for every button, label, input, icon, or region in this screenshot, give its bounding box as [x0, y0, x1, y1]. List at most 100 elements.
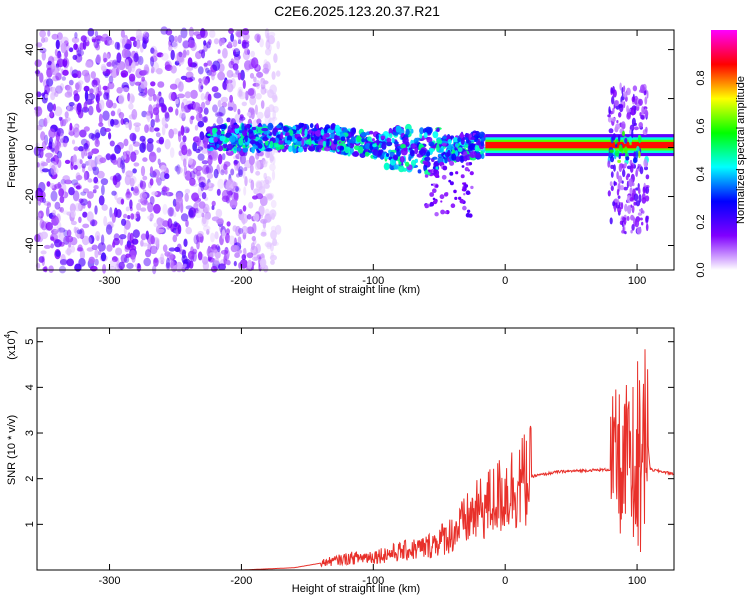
- noise-mark: [56, 32, 63, 40]
- noise-mark: [241, 101, 247, 107]
- noise-mark: [181, 102, 185, 112]
- band-mark: [402, 167, 407, 172]
- band-tail-mark: [458, 196, 462, 200]
- noise-mark: [63, 118, 68, 124]
- band-mark: [457, 137, 462, 142]
- noise-mark: [122, 87, 129, 93]
- noise-mark: [142, 139, 146, 150]
- noise-mark: [56, 127, 64, 137]
- band-mark: [257, 126, 264, 134]
- burst-mark: [622, 226, 625, 234]
- band-mark: [408, 155, 412, 162]
- colorbar-tick-label: 0.2: [695, 214, 707, 229]
- burst-mark: [614, 140, 617, 145]
- band-mark: [453, 137, 459, 143]
- noise-mark: [46, 202, 52, 208]
- noise-mark: [104, 72, 109, 78]
- noise-mark: [232, 63, 239, 71]
- noise-mark: [197, 153, 205, 161]
- noise-mark: [268, 31, 276, 38]
- band-tail-mark: [427, 169, 431, 172]
- noise-mark: [132, 238, 139, 245]
- band-tail-mark: [435, 184, 439, 188]
- noise-mark: [216, 112, 224, 117]
- noise-mark: [145, 112, 152, 120]
- burst-mark: [633, 188, 636, 195]
- noise-mark: [128, 119, 132, 131]
- band-mark: [463, 151, 468, 156]
- burst-mark: [614, 150, 620, 157]
- noise-mark: [203, 78, 209, 86]
- burst-mark: [627, 205, 632, 214]
- burst-mark: [638, 194, 642, 203]
- noise-mark: [211, 248, 218, 254]
- band-mark: [459, 155, 465, 163]
- band-mark: [340, 136, 346, 142]
- noise-mark: [166, 257, 170, 269]
- noise-mark: [183, 171, 187, 177]
- burst-mark: [643, 158, 648, 168]
- burst-mark: [613, 164, 616, 172]
- burst-mark: [615, 123, 621, 130]
- noise-mark: [140, 69, 148, 75]
- noise-mark: [120, 118, 125, 125]
- noise-mark: [187, 57, 193, 67]
- noise-mark: [59, 196, 65, 204]
- noise-mark: [200, 28, 206, 38]
- noise-mark: [241, 41, 250, 49]
- spectrogram-y-label: Frequency (Hz): [6, 112, 18, 188]
- noise-mark: [195, 200, 200, 206]
- noise-mark: [52, 103, 57, 112]
- noise-mark: [210, 232, 215, 243]
- band-mark: [476, 140, 481, 146]
- noise-mark: [233, 159, 239, 165]
- band-mark: [233, 147, 237, 151]
- band-mark: [291, 144, 295, 153]
- noise-mark: [238, 166, 244, 176]
- noise-mark: [76, 174, 83, 181]
- noise-mark: [207, 154, 213, 166]
- noise-mark: [178, 131, 182, 143]
- noise-mark: [215, 208, 223, 218]
- band-mark: [455, 156, 461, 163]
- noise-mark: [210, 265, 218, 273]
- colorbar-tick-label: 0.8: [695, 70, 707, 85]
- noise-mark: [47, 30, 51, 37]
- colorbar-ticks: 0.0 0.2 0.4 0.6 0.8: [695, 70, 707, 277]
- burst-mark: [623, 91, 628, 98]
- band-tail-mark: [432, 183, 436, 187]
- burst-mark: [645, 223, 649, 232]
- noise-mark: [218, 263, 226, 271]
- band-mark: [400, 144, 406, 149]
- band-mark: [322, 140, 326, 147]
- burst-mark: [629, 164, 634, 173]
- noise-mark: [127, 232, 132, 243]
- noise-mark: [109, 207, 113, 218]
- band-tail-mark: [440, 200, 443, 203]
- burst-mark: [631, 224, 635, 231]
- noise-mark: [269, 254, 277, 261]
- burst-mark: [633, 193, 639, 202]
- noise-mark: [109, 140, 115, 147]
- noise-mark: [226, 69, 234, 78]
- band-mark: [320, 129, 325, 136]
- noise-mark: [266, 32, 270, 43]
- noise-mark: [252, 195, 258, 200]
- noise-mark: [174, 98, 179, 105]
- noise-mark: [99, 157, 107, 164]
- noise-mark: [269, 152, 274, 164]
- band-mark: [244, 135, 248, 143]
- noise-mark: [270, 259, 275, 265]
- noise-mark: [263, 63, 269, 70]
- noise-mark: [189, 170, 196, 179]
- noise-mark: [135, 211, 140, 218]
- noise-mark: [227, 106, 234, 111]
- noise-mark: [208, 69, 217, 77]
- noise-mark: [186, 66, 194, 71]
- noise-mark: [237, 249, 242, 254]
- noise-mark: [110, 110, 116, 117]
- noise-mark: [205, 164, 214, 175]
- noise-mark: [161, 117, 167, 127]
- noise-mark: [109, 259, 117, 268]
- noise-mark: [156, 147, 162, 153]
